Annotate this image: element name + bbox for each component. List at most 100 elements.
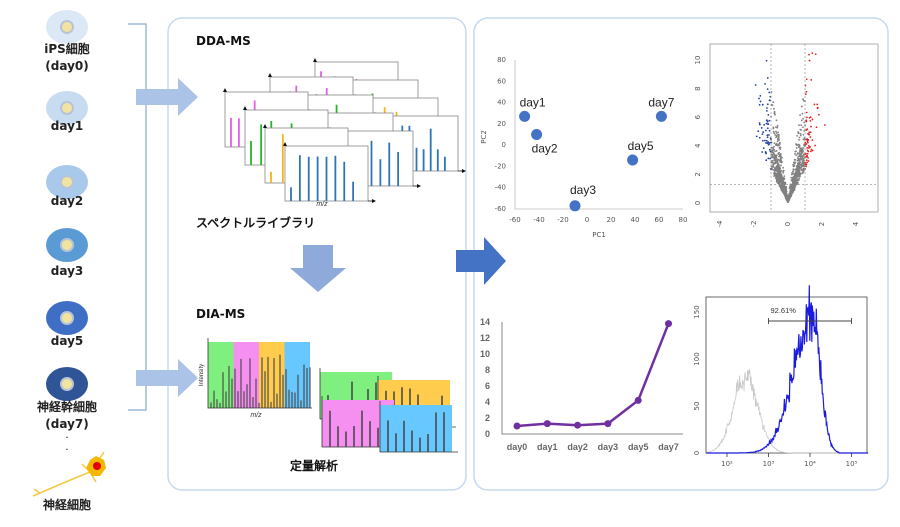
ellipsis-dot: ·	[65, 445, 68, 456]
volcano-point	[773, 110, 776, 113]
volcano-point	[796, 153, 799, 155]
volcano-point	[809, 136, 812, 138]
volcano-point	[775, 132, 778, 134]
volcano-point	[777, 165, 780, 168]
volcano-point	[806, 154, 808, 157]
volcano-point	[768, 148, 771, 151]
volcano-point	[775, 178, 778, 181]
volcano-point	[779, 178, 782, 181]
volcano-point	[781, 176, 784, 179]
volcano-point	[803, 121, 806, 124]
volcano-point	[791, 176, 794, 179]
volcano-point	[771, 153, 774, 156]
volcano-point	[808, 53, 810, 56]
pca-point	[531, 129, 543, 140]
volcano-point	[808, 59, 811, 62]
volcano-point	[770, 141, 772, 144]
volcano-point	[777, 131, 780, 134]
y-tick-label: 50	[693, 402, 701, 411]
cell-label: (day7)	[45, 417, 88, 431]
cell-stage: day3	[46, 228, 88, 278]
volcano-point	[806, 152, 809, 155]
volcano-point	[779, 177, 782, 180]
cell-label: (day0)	[45, 59, 88, 73]
volcano-point	[799, 154, 802, 157]
volcano-point	[773, 172, 775, 175]
volcano-point	[758, 123, 761, 126]
volcano-point	[801, 105, 803, 108]
volcano-point	[802, 133, 805, 136]
volcano-point	[773, 167, 776, 169]
volcano-point	[765, 139, 768, 142]
dda-title: DDA-MS	[196, 34, 251, 48]
line-axes	[501, 322, 683, 435]
volcano-point	[768, 99, 771, 102]
volcano-point	[805, 128, 808, 131]
x-tick-label: -20	[557, 216, 568, 224]
volcano-point	[777, 137, 779, 140]
volcano-point	[761, 151, 764, 153]
cell-label: day1	[51, 119, 84, 133]
volcano-point	[796, 135, 799, 137]
volcano-point	[795, 154, 798, 157]
y-tick-label: 2	[694, 172, 702, 176]
y-tick-label: 10	[480, 349, 490, 359]
dia-title: DIA-MS	[196, 307, 245, 321]
line-point	[604, 420, 612, 428]
volcano-point	[790, 173, 793, 176]
nucleus-icon	[60, 20, 74, 34]
volcano-plot: -4 -2 0 2 4 0 2 4 6 8 10	[694, 43, 879, 227]
cell-stage: day2	[46, 165, 88, 208]
volcano-point	[800, 119, 803, 122]
y-tick-label: 14	[480, 317, 490, 327]
volcano-point	[792, 178, 795, 181]
volcano-point	[790, 186, 793, 189]
volcano-point	[783, 191, 785, 194]
line-series	[516, 323, 670, 428]
nucleus-icon	[60, 238, 74, 252]
volcano-point	[798, 177, 801, 180]
volcano-point	[805, 159, 808, 162]
nucleus-icon	[60, 175, 74, 189]
volcano-point	[779, 154, 781, 157]
volcano-point	[804, 93, 807, 95]
volcano-point	[814, 53, 817, 56]
volcano-point	[805, 138, 808, 141]
volcano-point	[770, 154, 773, 156]
volcano-point	[807, 145, 810, 147]
volcano-point	[777, 178, 780, 181]
volcano-point	[806, 141, 809, 143]
volcano-point	[813, 103, 816, 106]
volcano-point	[798, 144, 801, 147]
histogram-series	[706, 285, 869, 454]
y-tick-label: 80	[497, 56, 506, 64]
x-tick-label: -60	[509, 216, 520, 224]
y-tick-label: 4	[694, 143, 702, 148]
dia-axes	[207, 338, 312, 409]
y-tick-label: 12	[480, 333, 490, 343]
y-tick-label: 60	[497, 77, 506, 85]
volcano-point	[807, 160, 810, 162]
cell-label: day5	[51, 334, 84, 348]
volcano-point	[774, 173, 776, 176]
volcano-point	[772, 147, 775, 150]
volcano-point	[776, 158, 778, 161]
volcano-point	[761, 133, 764, 136]
x-tick-label: -40	[533, 216, 544, 224]
volcano-point	[811, 149, 814, 152]
volcano-point	[817, 113, 820, 116]
volcano-point	[792, 163, 794, 166]
volcano-point	[775, 130, 777, 133]
volcano-point	[772, 165, 774, 168]
arrow-to-analysis	[456, 237, 506, 285]
volcano-point	[798, 136, 801, 139]
volcano-point	[789, 189, 792, 192]
volcano-point	[765, 109, 768, 112]
volcano-point	[795, 144, 798, 146]
line-point	[574, 421, 582, 429]
volcano-point	[799, 161, 802, 164]
x-tick-label: 10³	[763, 460, 775, 468]
line-point	[543, 420, 551, 428]
volcano-point	[765, 59, 768, 62]
volcano-point	[780, 178, 783, 181]
